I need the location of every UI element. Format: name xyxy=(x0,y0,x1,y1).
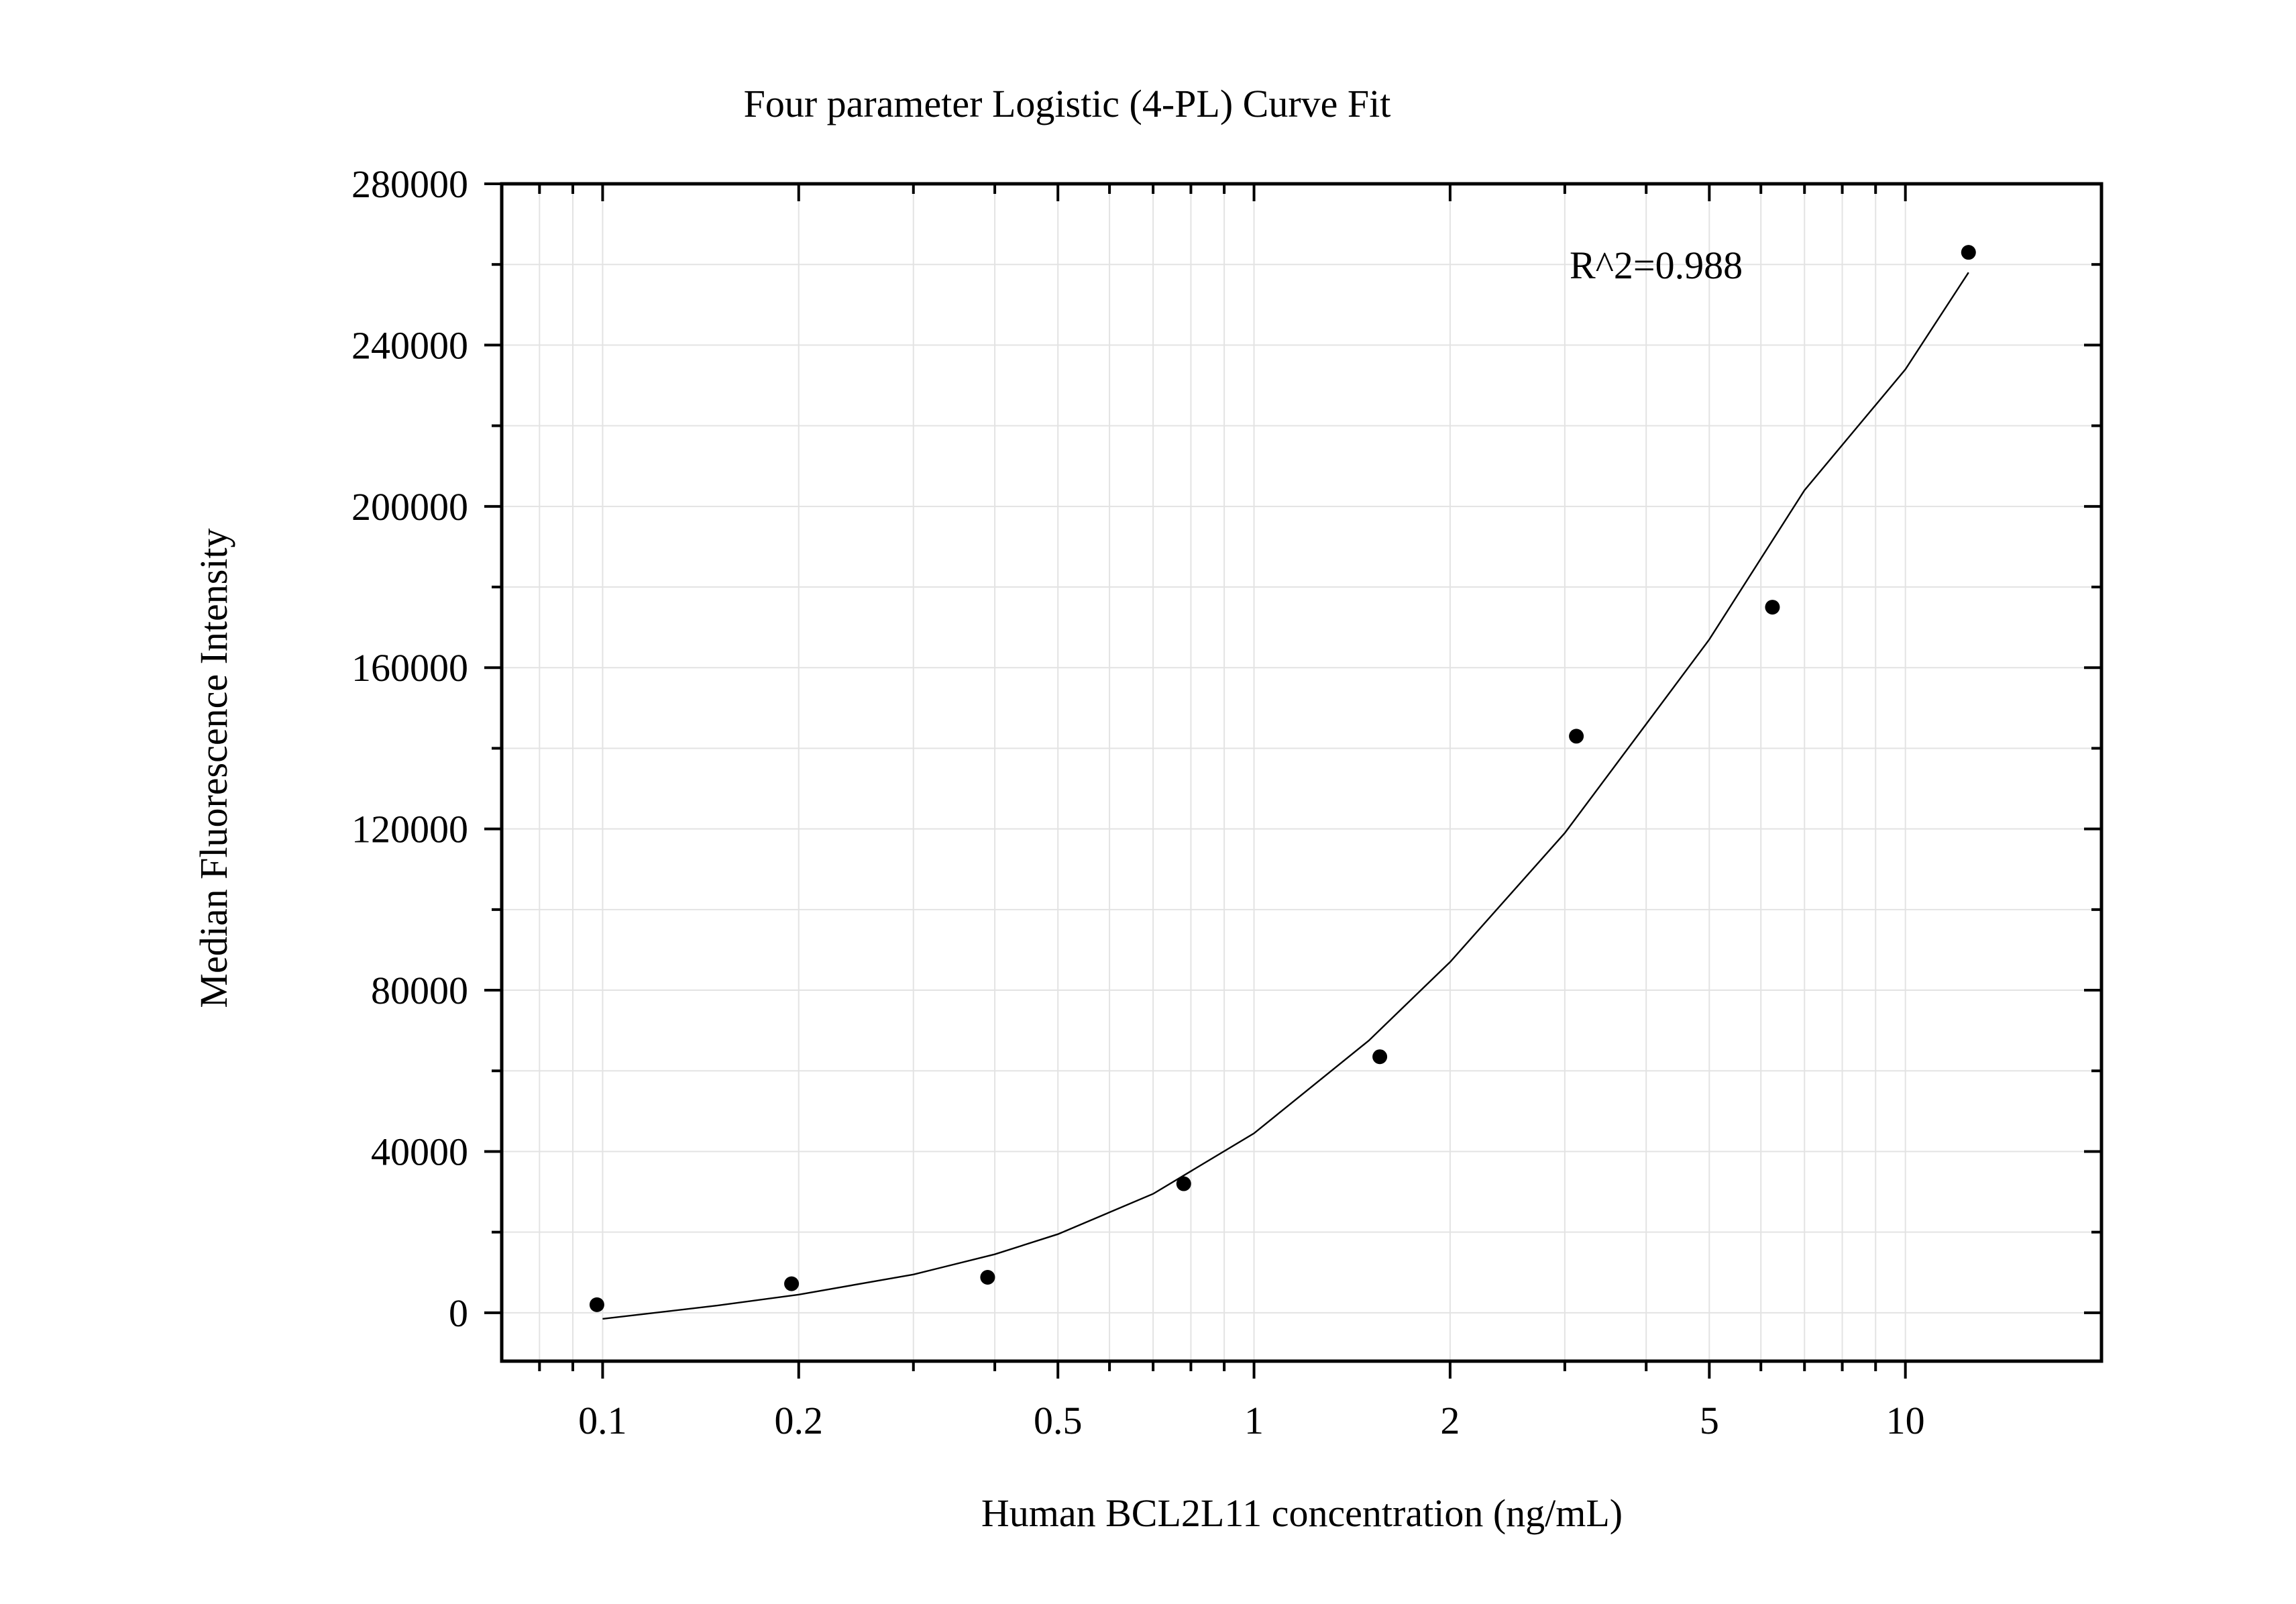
data-point xyxy=(1176,1176,1191,1191)
plot-frame xyxy=(500,182,2103,1363)
y-tick-label: 40000 xyxy=(371,1130,468,1173)
axes: 0.1 0.2 0.5 1 2 5 10 0 40000 80000 120000 160000 200… xyxy=(351,162,2103,1442)
y-tick-label: 0 xyxy=(449,1291,468,1335)
y-tick-label: 280000 xyxy=(351,162,468,206)
x-tick-label: 1 xyxy=(1244,1399,1264,1442)
r-squared-annotation: R^2=0.988 xyxy=(1570,244,1743,287)
x-tick-label: 0.2 xyxy=(775,1399,824,1442)
data-point xyxy=(589,1297,604,1312)
y-tick-label: 80000 xyxy=(371,969,468,1012)
x-tick-label: 0.5 xyxy=(1034,1399,1083,1442)
data-point xyxy=(1961,245,1976,260)
grid-layer xyxy=(502,183,2101,1361)
fit-curve xyxy=(602,272,1969,1320)
x-axis-label: Human BCL2L11 concentration (ng/mL) xyxy=(981,1491,1623,1535)
y-tick-label: 240000 xyxy=(351,323,468,367)
x-tick-label: 2 xyxy=(1440,1399,1460,1442)
y-tick-label: 120000 xyxy=(351,808,468,851)
y-tick-label: 200000 xyxy=(351,485,468,529)
x-tick-label: 5 xyxy=(1700,1399,1719,1442)
data-point xyxy=(784,1276,800,1291)
data-points xyxy=(589,245,1976,1312)
y-tick-label: 160000 xyxy=(351,646,468,690)
x-tick-label: 0.1 xyxy=(578,1399,627,1442)
data-point xyxy=(1372,1049,1388,1065)
x-tick-label: 10 xyxy=(1886,1399,1925,1442)
y-axis-label: Median Fluorescence Intensity xyxy=(192,528,235,1008)
chart-title: Four parameter Logistic (4-PL) Curve Fit xyxy=(744,82,1391,125)
data-point xyxy=(1569,729,1584,744)
data-point xyxy=(1765,600,1780,615)
data-point xyxy=(980,1269,995,1285)
